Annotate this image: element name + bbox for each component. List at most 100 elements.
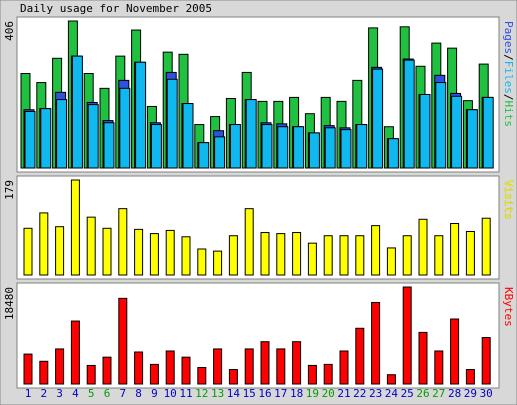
- x-tick-label: 15: [243, 387, 256, 400]
- bar: [150, 124, 162, 169]
- bar: [434, 350, 444, 385]
- bar: [371, 301, 381, 385]
- bar: [198, 142, 210, 169]
- bar: [465, 230, 475, 276]
- x-tick-label: 19: [306, 387, 319, 400]
- x-tick-label: 21: [337, 387, 350, 400]
- x-tick-label: 4: [72, 387, 79, 400]
- bar: [372, 68, 384, 169]
- x-tick-label: 22: [353, 387, 366, 400]
- bar: [276, 233, 286, 276]
- bar: [56, 99, 68, 169]
- x-tick-label: 14: [227, 387, 241, 400]
- bar: [324, 127, 336, 169]
- bar: [261, 124, 273, 169]
- legend: Pages/Files/Hits: [502, 21, 515, 127]
- bar: [86, 216, 96, 276]
- bar: [118, 208, 128, 276]
- bar: [39, 212, 49, 276]
- bar: [102, 356, 112, 385]
- x-tick-label: 6: [104, 387, 111, 400]
- bar: [165, 229, 175, 276]
- bar: [371, 225, 381, 276]
- x-tick-label: 8: [135, 387, 142, 400]
- x-tick-label: 29: [464, 387, 477, 400]
- bar: [71, 55, 83, 169]
- x-tick-label: 9: [151, 387, 158, 400]
- bar: [70, 320, 80, 385]
- bar: [434, 235, 444, 276]
- bar: [260, 341, 270, 385]
- x-tick-label: 3: [56, 387, 63, 400]
- bar: [24, 111, 36, 169]
- bar: [481, 337, 491, 385]
- bar: [276, 348, 286, 385]
- x-tick-label: 7: [119, 387, 126, 400]
- x-tick-label: 28: [448, 387, 461, 400]
- bar: [339, 350, 349, 385]
- legend-entry: Files: [502, 61, 515, 94]
- x-tick-label: 17: [274, 387, 287, 400]
- bar: [197, 248, 207, 276]
- bar: [134, 228, 144, 276]
- bar: [386, 247, 396, 276]
- legend-entry: Pages: [502, 21, 515, 54]
- bar: [118, 297, 128, 385]
- legend-entry: Visits: [502, 180, 515, 220]
- bar: [149, 233, 159, 276]
- bar: [86, 364, 96, 385]
- bar: [307, 242, 317, 276]
- legend: Visits: [502, 180, 515, 220]
- bar: [197, 366, 207, 385]
- bar: [481, 217, 491, 276]
- bar: [355, 235, 365, 276]
- bar: [229, 124, 241, 169]
- bar: [482, 96, 494, 169]
- bar: [356, 124, 368, 169]
- legend-entry: KBytes: [502, 287, 515, 327]
- bar: [323, 363, 333, 385]
- x-tick-label: 18: [290, 387, 303, 400]
- bar: [387, 138, 399, 169]
- bar: [165, 350, 175, 385]
- bar: [103, 122, 115, 169]
- bar: [70, 179, 80, 276]
- bar: [355, 327, 365, 385]
- bar: [451, 95, 463, 169]
- bar: [228, 369, 238, 385]
- x-tick-label: 11: [179, 387, 192, 400]
- bar: [245, 99, 257, 169]
- x-tick-label: 16: [258, 387, 271, 400]
- bar: [418, 218, 428, 276]
- bar: [308, 132, 320, 169]
- bar: [323, 235, 333, 276]
- bar: [244, 208, 254, 276]
- bar: [55, 226, 65, 276]
- x-tick-label: 20: [322, 387, 335, 400]
- legend-separator: /: [502, 54, 515, 61]
- bar: [339, 235, 349, 276]
- bar: [134, 351, 144, 385]
- x-tick-label: 26: [416, 387, 429, 400]
- x-tick-label: 12: [195, 387, 208, 400]
- bar: [39, 360, 49, 385]
- x-tick-label: 1: [25, 387, 32, 400]
- bar: [403, 59, 415, 169]
- bar: [419, 94, 431, 169]
- bar: [402, 286, 412, 385]
- bar: [307, 364, 317, 385]
- bar: [40, 108, 52, 169]
- x-tick-label: 25: [401, 387, 414, 400]
- bar: [244, 348, 254, 385]
- bar: [55, 348, 65, 385]
- bar: [213, 348, 223, 385]
- bar: [466, 109, 478, 169]
- bar: [292, 232, 302, 276]
- bar: [386, 374, 396, 385]
- bar: [166, 78, 178, 169]
- bar: [340, 129, 352, 169]
- bar: [450, 318, 460, 385]
- bar: [119, 87, 131, 169]
- x-tick-label: 2: [40, 387, 47, 400]
- x-tick-label: 13: [211, 387, 224, 400]
